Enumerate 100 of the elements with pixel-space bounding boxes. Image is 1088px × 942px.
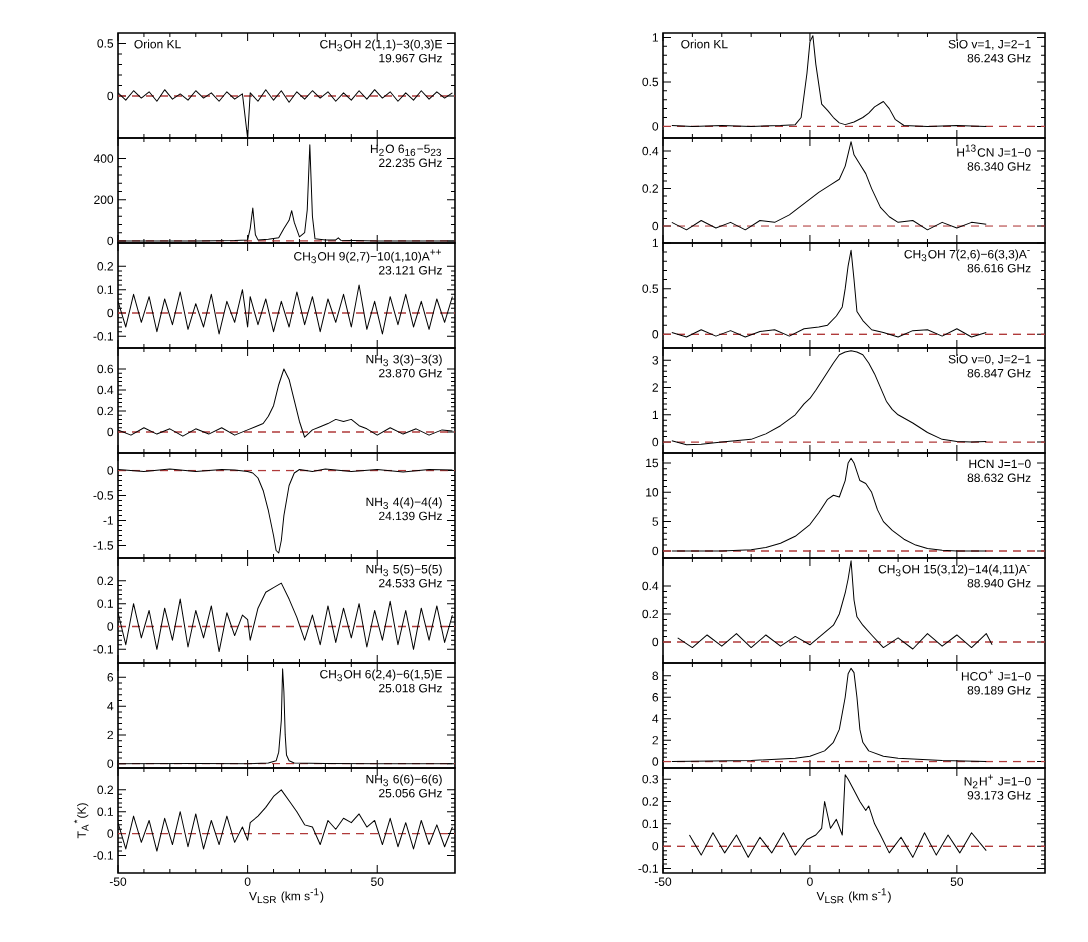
y-tick-label: 0.2	[97, 785, 114, 795]
annotation: 23.121 GHz	[379, 266, 442, 275]
annotation: NH$_{3}$ 4(4)−4(4)	[366, 497, 442, 510]
annotation: 22.235 GHz	[379, 158, 442, 168]
annotation: Orion KL	[681, 39, 728, 49]
y-tick-label: 0	[652, 757, 659, 766]
x-tick-label: -50	[654, 877, 672, 886]
y-tick-label: 0	[652, 221, 659, 231]
x-tick-label: -50	[109, 877, 127, 886]
y-tick-label: 1	[652, 238, 659, 248]
y-tick-label: 4	[107, 702, 114, 711]
annotation: H$^{13}$CN J=1−0	[957, 144, 1031, 157]
x-tick-label: 50	[371, 877, 384, 886]
y-tick-label: 0	[107, 759, 114, 768]
annotation: 19.967 GHz	[379, 53, 442, 63]
y-tick-label: 0	[107, 91, 114, 101]
annotation: 86.243 GHz	[967, 53, 1031, 63]
annotation: 86.340 GHz	[967, 162, 1031, 171]
annotation: CH$_{3}$OH 7(2,6)−6(3,3)A$^{-}$	[904, 249, 1030, 262]
y-tick-label: 1	[652, 410, 659, 419]
x-axis-title: V$_{LSR}$ (km s$^{-1}$)	[249, 888, 324, 904]
y-tick-label: 5	[652, 517, 659, 526]
y-tick-label: 0	[652, 437, 659, 447]
y-tick-label: 6	[107, 673, 114, 682]
y-tick-label: -0.5	[93, 491, 114, 500]
y-tick-label: 6	[652, 693, 659, 702]
annotation: CH$_{3}$OH 15(3,12)−14(4,11)A$^{-}$	[878, 564, 1030, 577]
annotation: NH$_{3}$ 3(3)−3(3)	[366, 354, 442, 367]
y-tick-label: 0	[652, 122, 659, 131]
y-tick-label: 0	[107, 308, 114, 318]
x-axis-title: V$_{LSR}$ (km s$^{-1}$)	[816, 888, 891, 904]
y-tick-label: 2	[652, 383, 659, 392]
annotation: 24.139 GHz	[379, 511, 442, 521]
annotation: CH$_{3}$OH 2(1,1)−3(0,3)E	[320, 39, 442, 52]
x-tick-label: 0	[244, 877, 251, 886]
y-tick-label: 0	[652, 330, 659, 339]
y-tick-label: 15	[646, 458, 659, 468]
y-tick-label: 0.4	[642, 581, 659, 591]
y-tick-label: -0.1	[93, 645, 114, 654]
y-tick-label: 0.5	[642, 284, 659, 293]
y-tick-label: 0.4	[642, 146, 659, 156]
y-tick-label: 0.2	[97, 406, 114, 416]
y-tick-label: 0.4	[97, 385, 114, 395]
annotation: 23.870 GHz	[379, 368, 442, 378]
annotation: CH$_{3}$OH 6(2,4)−6(1,5)E	[320, 669, 442, 682]
annotation: 25.018 GHz	[379, 683, 442, 693]
y-tick-label: -1	[103, 516, 114, 525]
y-tick-label: 0.2	[97, 262, 114, 271]
annotation: 24.533 GHz	[379, 578, 442, 588]
y-tick-label: 0.1	[97, 807, 114, 816]
y-tick-label: 0.2	[642, 609, 659, 619]
annotation: 25.056 GHz	[379, 788, 442, 798]
annotation: SiO v=1, J=2−1	[948, 39, 1031, 50]
y-tick-label: 200	[94, 195, 114, 204]
y-tick-label: 0	[652, 546, 659, 556]
y-tick-label: 0.2	[97, 576, 114, 586]
y-tick-label: 0	[107, 466, 114, 475]
y-tick-label: 0.3	[642, 774, 659, 784]
annotation: 88.632 GHz	[967, 473, 1031, 483]
y-tick-label: -1.5	[93, 541, 114, 550]
y-tick-label: 10	[646, 488, 659, 497]
y-tick-label: 0.1	[642, 819, 659, 829]
annotation: HCN J=1−0	[969, 459, 1031, 469]
y-tick-label: 0	[107, 829, 114, 838]
y-tick-label: 0	[107, 236, 114, 246]
annotation: 86.847 GHz	[967, 368, 1031, 378]
y-tick-label: 8	[652, 671, 659, 681]
annotation: NH$_{3}$ 5(5)−5(5)	[366, 564, 442, 577]
y-tick-label: 0.5	[642, 77, 659, 87]
y-tick-label: 400	[93, 154, 114, 163]
annotation: 93.173 GHz	[967, 791, 1031, 800]
x-tick-label: 50	[950, 877, 964, 886]
y-tick-label: 0	[652, 637, 659, 647]
y-tick-label: 0	[652, 841, 659, 851]
annotation: 88.940 GHz	[967, 578, 1031, 588]
y-tick-label: -0.1	[93, 851, 114, 860]
y-tick-label: 3	[652, 356, 659, 365]
y-tick-label: 2	[107, 730, 114, 740]
annotation: HCO$^{+}$ J=1−0	[961, 669, 1031, 681]
y-tick-label: 0	[107, 427, 114, 437]
annotation: NH$_{3}$ 6(6)−6(6)	[366, 774, 442, 787]
annotation: Orion KL	[134, 39, 181, 49]
y-tick-label: -0.1	[638, 864, 659, 873]
y-tick-label: 2	[652, 735, 659, 745]
y-tick-label: 0.6	[97, 364, 114, 374]
annotation: 89.189 GHz	[967, 686, 1031, 695]
annotation: H$_{2}$O 6$_{16}$−5$_{23}$	[370, 144, 442, 156]
y-tick-label: 0.1	[97, 599, 114, 608]
y-tick-label: 0	[107, 622, 114, 631]
y-tick-label: 0.2	[642, 184, 659, 193]
y-tick-label: 4	[652, 714, 659, 723]
y-tick-label: -0.1	[93, 332, 114, 341]
y-axis-title: T$_{A}$$^{*}$(K)	[73, 803, 89, 839]
y-tick-label: 0.2	[642, 797, 659, 806]
annotation: SiO v=0, J=2−1	[948, 354, 1031, 365]
y-tick-label: 0.5	[97, 39, 114, 48]
annotation: CH$_{3}$OH 9(2,7)−10(1,10)A$^{++}$	[294, 249, 441, 264]
y-tick-label: 0.1	[97, 285, 114, 294]
annotation: N$_{2}$H$^{+}$ J=1−0	[964, 774, 1031, 789]
y-tick-label: 1	[652, 33, 659, 42]
